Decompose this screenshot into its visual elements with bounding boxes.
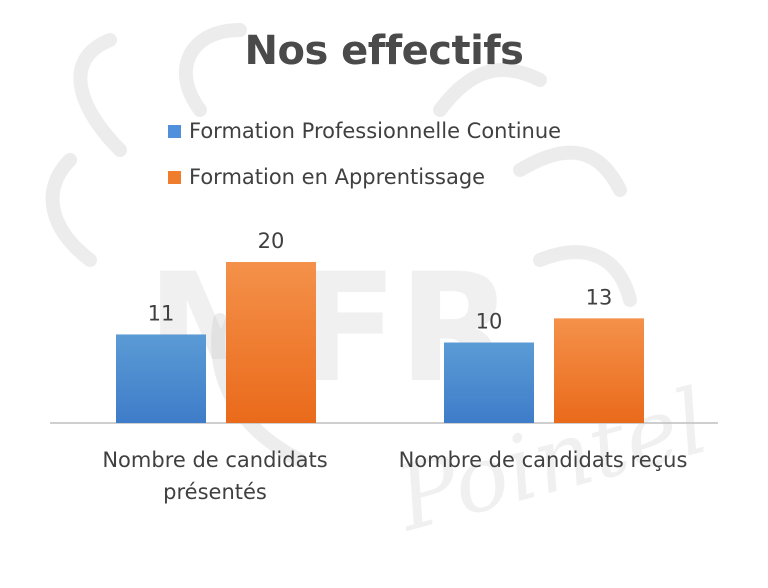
- bar-apprentissage-0: [226, 262, 316, 423]
- legend: Formation Professionnelle Continue Forma…: [168, 108, 561, 200]
- bar-fpc-1: [444, 342, 534, 423]
- legend-label-apprentissage: Formation en Apprentissage: [189, 165, 486, 189]
- data-label-fpc-0: 11: [148, 301, 175, 325]
- legend-label-fpc: Formation Professionnelle Continue: [189, 119, 562, 143]
- x-tick-label-1: Nombre de candidats reçus: [378, 444, 708, 476]
- data-label-apprentissage-0: 20: [258, 229, 285, 253]
- legend-item-fpc: Formation Professionnelle Continue: [168, 108, 561, 154]
- x-tick-label-0-line-1: Nombre de candidats: [102, 448, 328, 472]
- legend-item-apprentissage: Formation en Apprentissage: [168, 154, 561, 200]
- chart-title: Nos effectifs: [244, 28, 524, 74]
- x-tick-label-0: Nombre de candidats présentés: [80, 444, 350, 508]
- legend-swatch-fpc: [168, 124, 181, 138]
- x-tick-label-0-line-2: présentés: [163, 480, 267, 504]
- bar-fpc-0: [116, 334, 206, 423]
- bar-apprentissage-1: [554, 318, 644, 423]
- legend-swatch-apprentissage: [168, 170, 181, 184]
- data-label-fpc-1: 10: [476, 310, 503, 334]
- x-tick-label-1-line-1: Nombre de candidats reçus: [398, 448, 688, 472]
- data-label-apprentissage-1: 13: [586, 285, 613, 309]
